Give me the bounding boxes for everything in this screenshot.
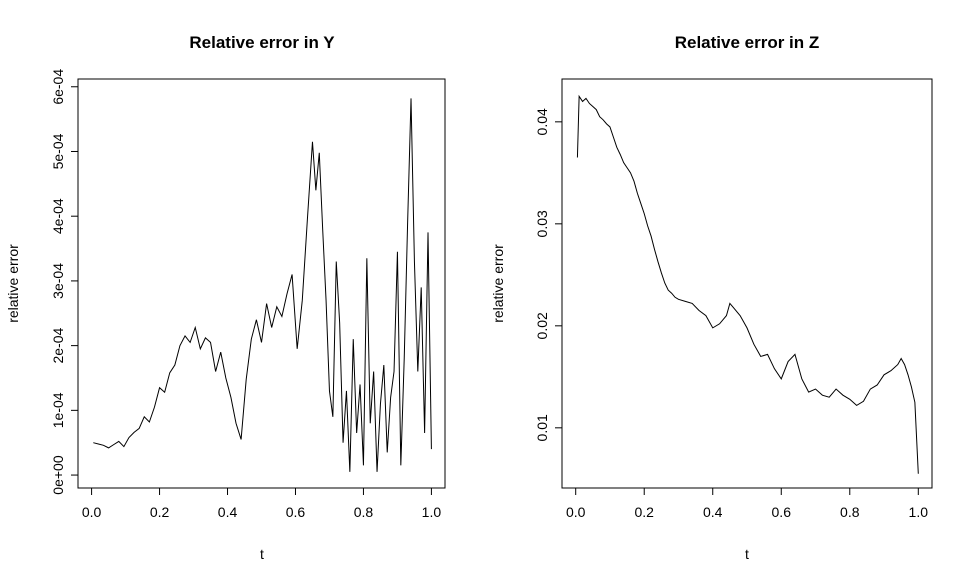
x-tick-label: 1.0: [909, 504, 929, 520]
chart-title: Relative error in Z: [675, 33, 820, 52]
x-tick-label: 0.6: [286, 504, 306, 520]
y-axis-label: relative error: [490, 244, 506, 323]
x-axis-label: t: [745, 546, 749, 562]
chart-panel-relative-error-z: Relative error in Z 0.0 0.2 0.4 0.6 0.8 1.0 0…: [490, 33, 933, 562]
series-line: [93, 98, 432, 472]
y-tick-label: 0.02: [534, 312, 550, 339]
x-tick-label: 0.2: [150, 504, 170, 520]
y-axis-label: relative error: [5, 244, 21, 323]
x-tick-label: 1.0: [422, 504, 442, 520]
y-tick-label: 1e-04: [50, 392, 66, 428]
x-tick-label: 0.2: [634, 504, 654, 520]
y-tick-label: 2e-04: [50, 328, 66, 364]
y-tick-label: 6e-04: [50, 69, 66, 105]
x-axis: 0.0 0.2 0.4 0.6 0.8 1.0: [82, 487, 442, 520]
y-tick-label: 3e-04: [50, 263, 66, 299]
y-tick-label: 0.04: [534, 108, 550, 135]
x-tick-label: 0.0: [566, 504, 586, 520]
y-tick-label: 0.03: [534, 210, 550, 237]
x-tick-label: 0.4: [218, 504, 238, 520]
x-tick-label: 0.8: [354, 504, 374, 520]
y-tick-label: 5e-04: [50, 133, 66, 169]
x-axis: 0.0 0.2 0.4 0.6 0.8 1.0: [566, 487, 929, 520]
series-line: [576, 94, 919, 474]
x-tick-label: 0.0: [82, 504, 102, 520]
x-tick-label: 0.8: [840, 504, 860, 520]
y-tick-label: 0e+00: [50, 455, 66, 495]
chart-panel-relative-error-y: Relative error in Y 0.0 0.2 0.4 0.6 0.8 1.0 0…: [5, 33, 446, 562]
chart-title: Relative error in Y: [189, 33, 335, 52]
y-tick-label: 4e-04: [50, 198, 66, 234]
x-tick-label: 0.4: [703, 504, 723, 520]
y-axis: 0.01 0.02 0.03 0.04: [534, 108, 563, 441]
y-axis: 0e+00 1e-04 2e-04 3e-04 4e-04 5e-04 6e-04: [50, 69, 79, 495]
x-axis-label: t: [260, 546, 264, 562]
x-tick-label: 0.6: [772, 504, 792, 520]
y-tick-label: 0.01: [534, 414, 550, 441]
